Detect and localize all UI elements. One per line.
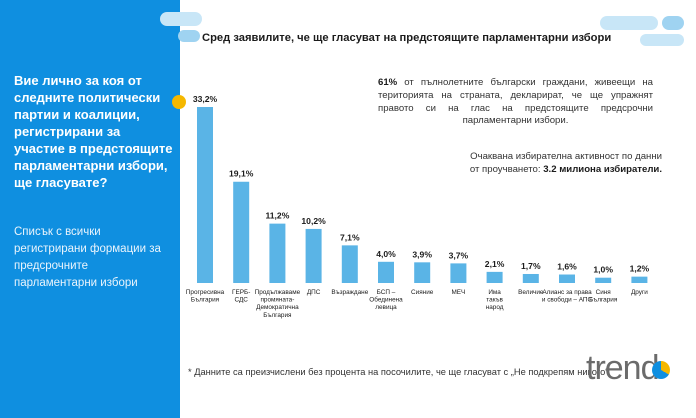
bar (414, 262, 431, 283)
bar (341, 245, 358, 283)
bar (378, 261, 394, 283)
decor-pill (600, 16, 658, 30)
logo-mark-icon (652, 361, 670, 379)
participation-percent: 61% (378, 77, 398, 88)
survey-note: Списък с всички регистрирани формации за… (14, 226, 161, 289)
turnout-value: 3.2 милиона избиратели. (543, 164, 662, 175)
decor-pill (662, 16, 684, 30)
category-label: Други (631, 289, 648, 296)
decor-pill (640, 34, 684, 46)
category-label: Прогресивна България (186, 289, 225, 304)
data-label: 1,2% (630, 264, 650, 274)
category-label: Величие (518, 289, 544, 296)
decor-pill (178, 30, 200, 42)
left-panel: Вие лично за коя от следните политически… (0, 0, 180, 418)
bar (233, 181, 250, 283)
decor-pill (160, 12, 202, 26)
turnout-text: Очаквана избирателна активност по данни … (469, 151, 662, 175)
data-label: 19,1% (229, 169, 254, 179)
category-label: Възраждане (331, 289, 368, 296)
data-label: 3,9% (412, 249, 432, 259)
footnote: * Данните са преизчислени без процента н… (188, 367, 609, 377)
data-label: 4,0% (376, 249, 396, 259)
turnout-estimate: Очаквана избирателна активност по данни … (462, 150, 662, 176)
data-label: 7,1% (340, 232, 360, 242)
category-label: Сияние (411, 289, 434, 296)
data-label: 3,7% (449, 250, 469, 260)
data-label: 1,7% (521, 261, 541, 271)
category-label: ДПС (307, 289, 321, 296)
bar-chart: 33,2% Прогресивна България 19,1% ГЕРБ-СДС 11,… (186, 94, 650, 319)
bar (486, 271, 503, 283)
category-label: Синя България (589, 289, 618, 304)
accent-dot (172, 95, 186, 109)
bar (269, 223, 286, 283)
trend-logo: trend (586, 349, 659, 387)
bar (595, 277, 612, 283)
survey-question: Вие лично за коя от следните политически… (14, 73, 173, 190)
data-label: 1,6% (557, 262, 577, 272)
bar (305, 228, 322, 283)
data-label: 10,2% (301, 216, 326, 226)
chart-title: Сред заявилите, че ще гласуват на предст… (202, 32, 612, 44)
data-label: 11,2% (265, 211, 289, 221)
category-label: Продължаваме промяната-Демократична Българ… (255, 289, 301, 319)
data-label: 2,1% (485, 259, 505, 269)
bar (522, 273, 539, 283)
data-label: 1,0% (593, 265, 613, 275)
bar (631, 276, 648, 283)
bar (450, 263, 467, 283)
participation-stat: 61% от пълнолетните български граждани, … (378, 77, 653, 128)
data-label: 33,2% (193, 94, 218, 104)
category-label: Алианс за права и свободи – АПС (542, 289, 593, 304)
category-label: БСП – Обединена левица (369, 289, 403, 311)
category-label: Има такъв народ (486, 289, 504, 311)
bar (559, 274, 575, 283)
category-label: МЕЧ (451, 289, 465, 296)
category-label: ГЕРБ-СДС (232, 289, 250, 304)
participation-text: от пълнолетните български граждани, живе… (378, 77, 653, 127)
bar (197, 107, 213, 283)
